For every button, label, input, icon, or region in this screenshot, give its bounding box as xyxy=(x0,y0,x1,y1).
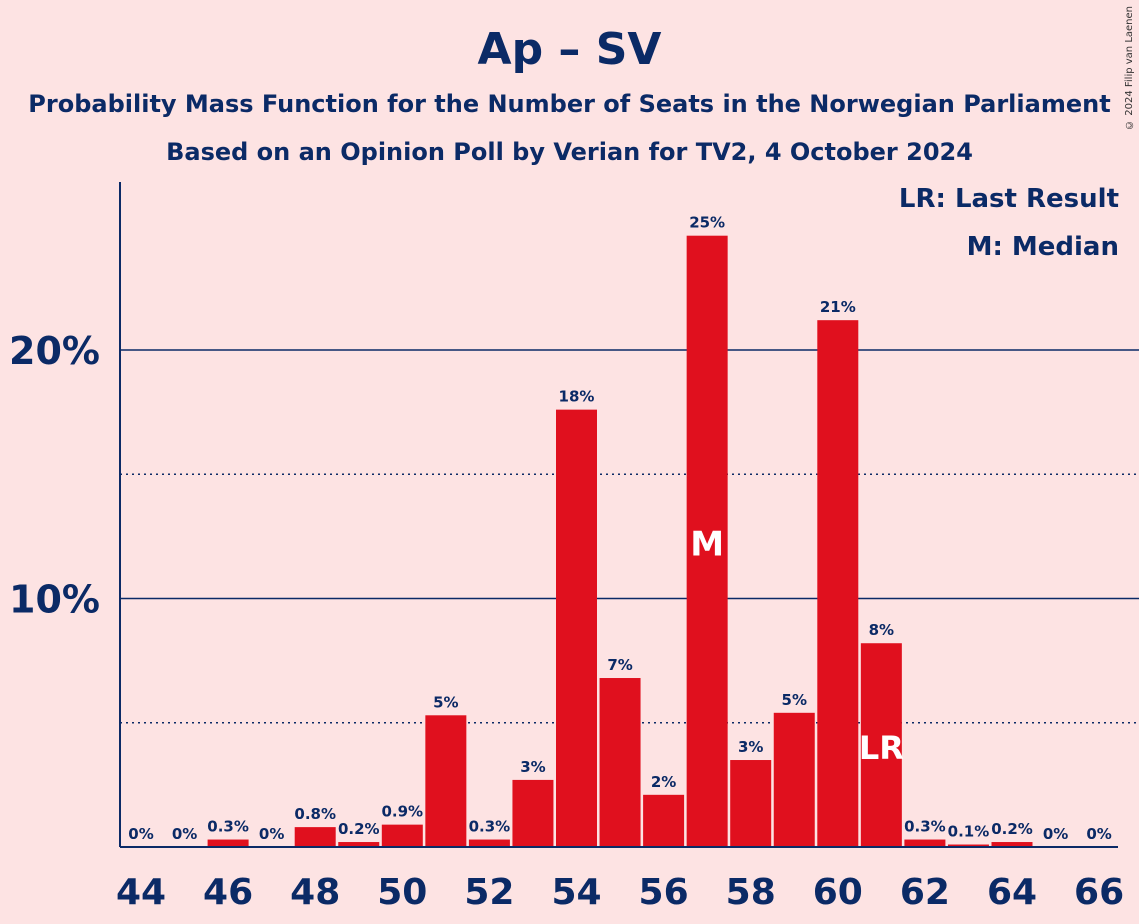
data-label: 0.3% xyxy=(207,818,249,836)
x-tick-label: 58 xyxy=(726,872,776,913)
data-label: 18% xyxy=(559,388,595,406)
data-label: 0% xyxy=(1086,825,1111,843)
bar xyxy=(381,824,423,847)
data-label: 25% xyxy=(689,214,725,232)
x-tick-label: 56 xyxy=(639,872,689,913)
bar xyxy=(730,760,772,847)
chart-subtitle-poll: Based on an Opinion Poll by Verian for T… xyxy=(166,138,973,166)
data-label: 3% xyxy=(520,758,545,776)
bar xyxy=(643,794,685,847)
x-tick-label: 46 xyxy=(203,872,253,913)
data-label: 5% xyxy=(433,693,458,711)
bar xyxy=(773,712,815,847)
data-label: 8% xyxy=(869,621,894,639)
x-tick-label: 60 xyxy=(813,872,863,913)
data-label: 0% xyxy=(259,825,284,843)
y-tick-label: 10% xyxy=(9,578,100,622)
bar xyxy=(556,409,597,847)
data-label: 5% xyxy=(782,691,807,709)
bar xyxy=(947,844,989,847)
bar xyxy=(207,839,249,847)
data-label: 0.2% xyxy=(338,820,380,838)
bar xyxy=(468,839,510,847)
x-tick-label: 64 xyxy=(987,872,1037,913)
chart-title: Ap – SV xyxy=(477,24,662,75)
bar xyxy=(599,678,641,847)
x-tick-label: 54 xyxy=(551,872,601,913)
bar xyxy=(817,320,859,847)
data-label: 0.8% xyxy=(294,805,336,823)
data-label: 0% xyxy=(1043,825,1068,843)
data-label: 21% xyxy=(820,298,856,316)
bar xyxy=(294,827,336,847)
chart-subtitle: Probability Mass Function for the Number… xyxy=(28,90,1111,118)
data-label: 2% xyxy=(651,773,676,791)
bar xyxy=(686,235,728,847)
data-label: 0.2% xyxy=(991,820,1033,838)
bar xyxy=(904,839,946,847)
data-label: 0% xyxy=(128,825,153,843)
x-tick-label: 52 xyxy=(464,872,514,913)
legend-last-result: LR: Last Result xyxy=(898,184,1119,214)
data-label: 3% xyxy=(738,738,763,756)
bar xyxy=(512,779,554,847)
x-tick-label: 50 xyxy=(377,872,427,913)
data-label: 0.1% xyxy=(948,823,990,841)
legend-median: M: Median xyxy=(966,232,1119,262)
x-tick-label: 48 xyxy=(290,872,340,913)
data-label: 0% xyxy=(172,825,197,843)
x-tick-label: 62 xyxy=(900,872,950,913)
median-marker: M xyxy=(690,524,724,564)
y-tick-label: 20% xyxy=(9,329,100,373)
data-label: 0.3% xyxy=(469,818,511,836)
data-label: 0.3% xyxy=(904,818,946,836)
bar xyxy=(860,643,902,847)
x-tick-label: 66 xyxy=(1074,872,1124,913)
x-tick-label: 44 xyxy=(116,872,166,913)
bar xyxy=(991,842,1033,847)
bar xyxy=(425,715,467,847)
data-label: 0.9% xyxy=(381,803,423,821)
bar xyxy=(338,842,380,847)
data-label: 7% xyxy=(607,656,632,674)
last-result-marker: LR xyxy=(859,729,904,767)
